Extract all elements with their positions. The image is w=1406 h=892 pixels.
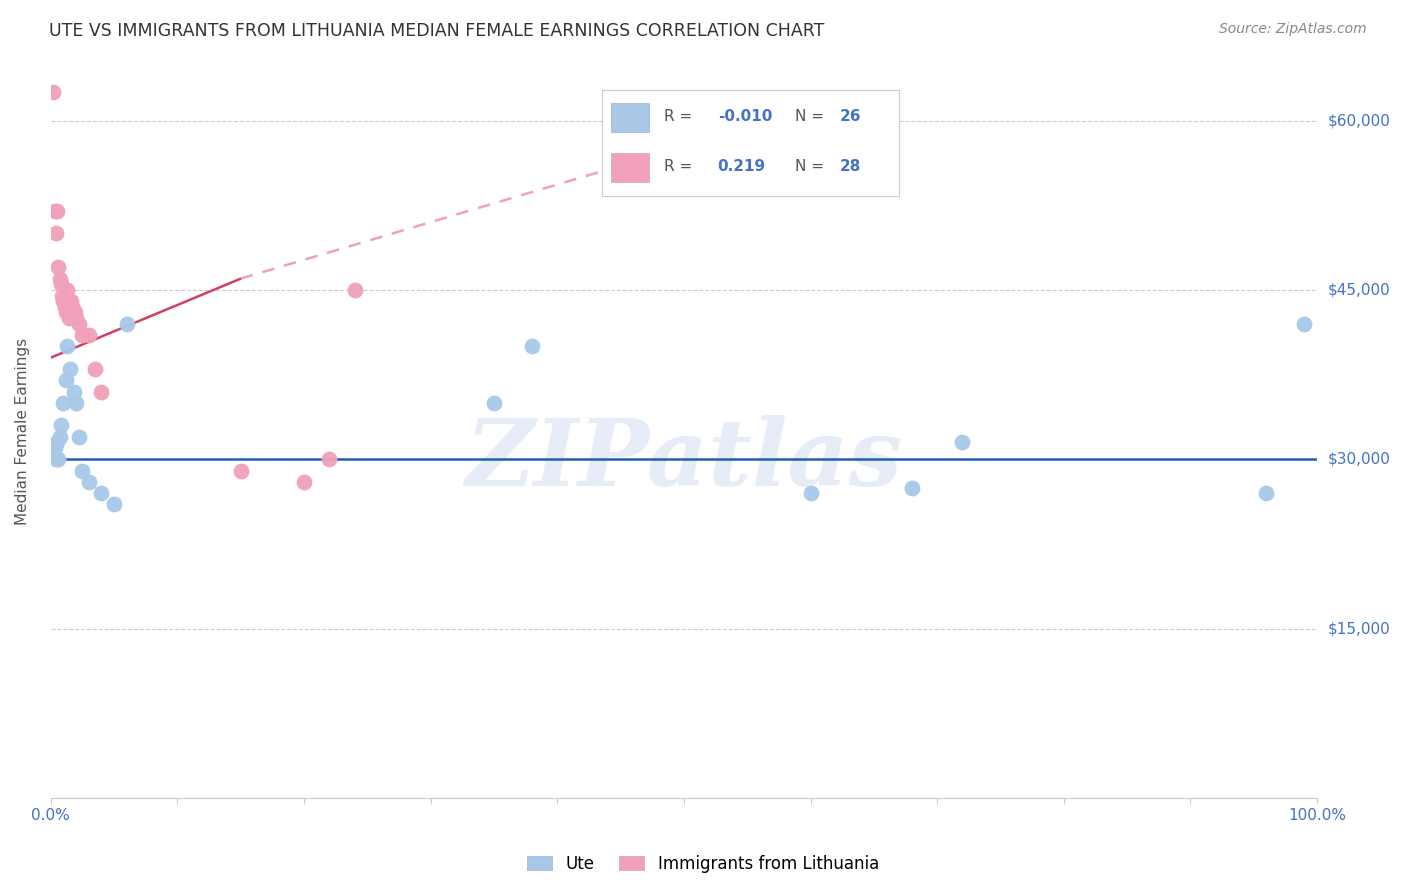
Point [84, 362, 107, 376]
Point [62, 305, 84, 319]
Point [343, 283, 366, 297]
Point [77, 328, 100, 343]
Point [53, 300, 76, 314]
Point [901, 481, 924, 495]
Point [59, 294, 82, 309]
Point [49, 277, 72, 292]
Point [42, 447, 65, 461]
Point [49, 418, 72, 433]
Text: UTE VS IMMIGRANTS FROM LITHUANIA MEDIAN FEMALE EARNINGS CORRELATION CHART: UTE VS IMMIGRANTS FROM LITHUANIA MEDIAN … [49, 22, 824, 40]
Point [799, 486, 821, 500]
Point [952, 435, 974, 450]
Point [103, 498, 125, 512]
Point [90, 384, 112, 399]
Point [52, 396, 75, 410]
Point [229, 464, 252, 478]
Point [48, 430, 70, 444]
Point [60, 294, 83, 309]
Point [1256, 486, 1278, 500]
Point [48, 260, 70, 275]
Point [115, 317, 138, 331]
Text: Source: ZipAtlas.com: Source: ZipAtlas.com [1219, 22, 1367, 37]
Point [45, 227, 67, 241]
Point [46, 203, 69, 218]
Legend: Ute, Immigrants from Lithuania: Ute, Immigrants from Lithuania [520, 848, 886, 880]
Point [42, 85, 65, 99]
Point [72, 464, 94, 478]
Point [318, 452, 340, 467]
Point [51, 288, 73, 302]
Text: $45,000: $45,000 [1329, 283, 1391, 297]
Point [65, 396, 87, 410]
Point [77, 475, 100, 489]
Point [48, 452, 70, 467]
Text: $30,000: $30,000 [1329, 451, 1391, 467]
Point [60, 300, 83, 314]
Point [520, 339, 543, 353]
Text: ZIPatlas: ZIPatlas [465, 416, 903, 506]
Point [63, 305, 86, 319]
Point [65, 311, 87, 326]
Point [46, 435, 69, 450]
Point [45, 452, 67, 467]
Text: $15,000: $15,000 [1329, 621, 1391, 636]
Point [58, 311, 80, 326]
Point [59, 362, 82, 376]
Point [62, 384, 84, 399]
Point [55, 305, 77, 319]
Y-axis label: Median Female Earnings: Median Female Earnings [15, 337, 30, 524]
Point [90, 486, 112, 500]
Point [56, 339, 79, 353]
Point [56, 283, 79, 297]
Point [292, 475, 315, 489]
Point [44, 441, 66, 455]
Point [55, 373, 77, 387]
Text: $60,000: $60,000 [1329, 113, 1391, 128]
Point [48, 271, 70, 285]
Point [482, 396, 505, 410]
Point [44, 203, 66, 218]
Point [72, 328, 94, 343]
Point [67, 317, 90, 331]
Point [67, 430, 90, 444]
Point [52, 294, 75, 309]
Point [1294, 317, 1316, 331]
